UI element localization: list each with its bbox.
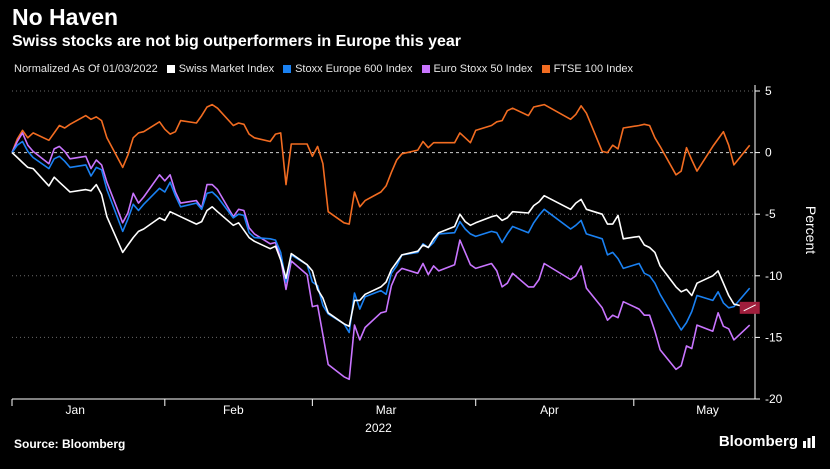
legend-swatch-stoxx600 (283, 65, 292, 73)
legend-label-ftse100: FTSE 100 Index (553, 63, 634, 75)
y-tick-label: -15 (765, 330, 783, 344)
series-line-swiss-market-index (11, 152, 750, 328)
x-tick-label: Apr (540, 403, 559, 417)
x-year-label: 2022 (365, 421, 392, 435)
brand-logo: Bloomberg (719, 433, 816, 450)
legend-item-eurostoxx50: Euro Stoxx 50 Index (421, 63, 533, 75)
legend-item-swiss: Swiss Market Index (166, 63, 275, 75)
x-tick-label: Feb (223, 403, 244, 417)
legend-swatch-eurostoxx50 (421, 65, 430, 73)
legend-swatch-swiss (166, 65, 175, 73)
bloomberg-bars-icon (803, 435, 815, 448)
y-tick-label: 0 (765, 146, 772, 160)
legend-label-stoxx600: Stoxx Europe 600 Index (295, 63, 413, 75)
legend-label-eurostoxx50: Euro Stoxx 50 Index (433, 63, 533, 75)
y-tick-label: 5 (765, 84, 772, 98)
y-tick-label: -10 (765, 269, 783, 283)
legend-label-swiss: Swiss Market Index (178, 63, 275, 75)
x-tick-label: Jan (66, 403, 85, 417)
chart-subtitle: Swiss stocks are not big outperformers i… (12, 33, 462, 50)
legend-swatch-ftse100 (541, 65, 550, 73)
chart-title: No Haven (12, 4, 119, 30)
legend-item-ftse100: FTSE 100 Index (541, 63, 634, 75)
series-line-ftse-100-index (11, 103, 751, 225)
x-tick-label: Mar (376, 403, 397, 417)
legend-note: Normalized As Of 01/03/2022 (14, 63, 158, 75)
brand-name: Bloomberg (718, 433, 798, 450)
legend: Normalized As Of 01/03/2022 Swiss Market… (14, 63, 642, 75)
legend-item-stoxx600: Stoxx Europe 600 Index (283, 63, 413, 75)
series-line-euro-stoxx-50-index (11, 132, 751, 381)
y-axis-title: Percent (803, 206, 819, 254)
x-tick-label: May (696, 403, 719, 417)
last-value-marker-stroke (743, 304, 756, 312)
source-note: Source: Bloomberg (14, 437, 126, 451)
y-tick-label: -20 (765, 392, 783, 406)
y-tick-label: -5 (765, 207, 776, 221)
series-line-stoxx-europe-600-index (11, 140, 751, 334)
